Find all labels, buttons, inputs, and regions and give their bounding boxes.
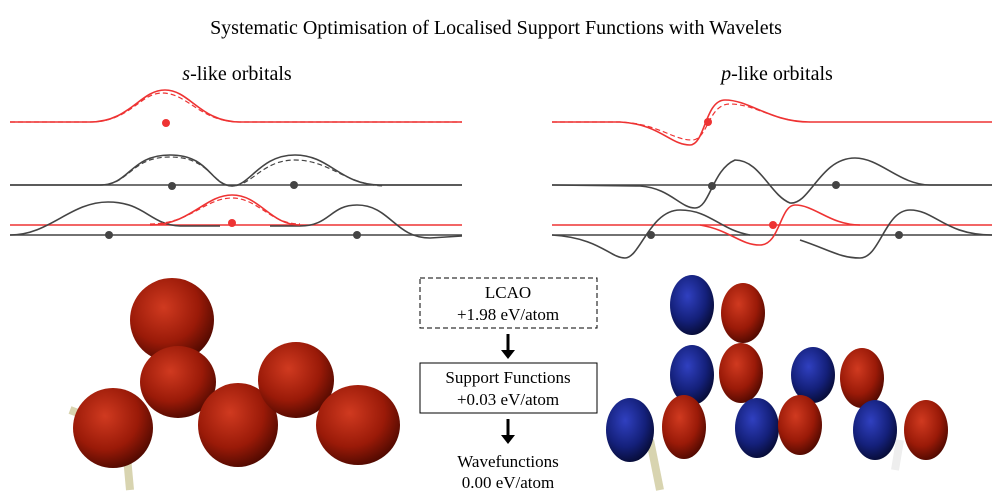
p-molecule xyxy=(606,275,948,491)
support-box xyxy=(419,362,598,414)
panel-label: s-like orbitals xyxy=(182,63,292,85)
step-name: Support Functions xyxy=(445,368,570,387)
step-energy: +1.98 eV/atom xyxy=(457,305,559,324)
panel-label: p-like orbitals xyxy=(719,63,833,85)
label-italic: s xyxy=(182,63,190,85)
step-energy: 0.00 eV/atom xyxy=(462,473,555,492)
s-curves xyxy=(9,89,463,239)
label-text: -like orbitals xyxy=(190,63,292,85)
label-text: -like orbitals xyxy=(731,63,833,85)
label-italic: p xyxy=(719,63,731,85)
lcao-box xyxy=(419,277,598,329)
title: Systematic Optimisation of Localised Sup… xyxy=(210,17,782,39)
s-molecule xyxy=(68,278,400,491)
flow: LCAO +1.98 eV/atom Support Functions +0.… xyxy=(419,277,598,492)
step-name: Wavefunctions xyxy=(457,452,559,471)
step-name: LCAO xyxy=(485,283,531,302)
step-energy: +0.03 eV/atom xyxy=(457,390,559,409)
p-curves xyxy=(551,99,992,259)
